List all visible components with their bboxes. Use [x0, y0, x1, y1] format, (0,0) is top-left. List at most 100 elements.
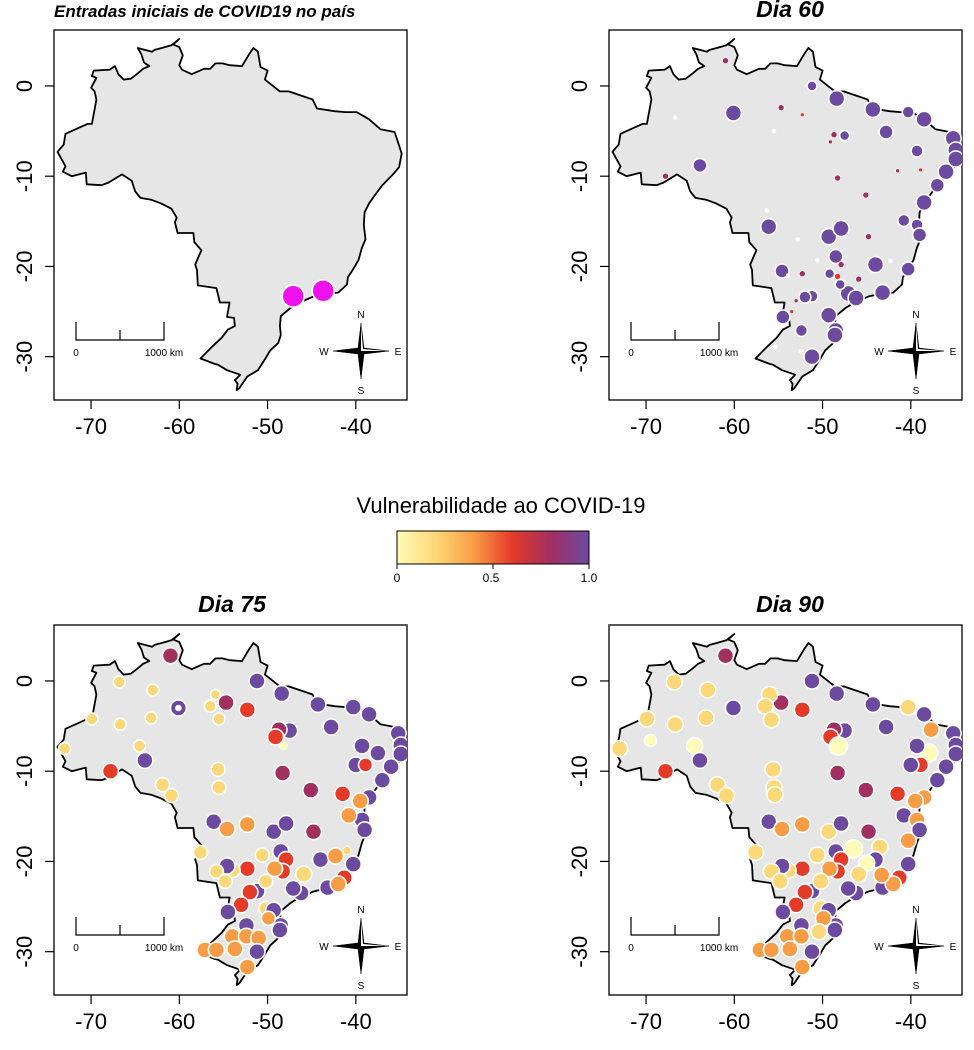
city-point — [947, 745, 962, 763]
city-point — [326, 847, 345, 865]
scale-bar: 0 1000 km — [73, 917, 183, 954]
x-tick-label: -60 — [163, 1009, 195, 1034]
city-point — [828, 139, 833, 145]
compass-label: E — [950, 942, 957, 953]
city-point — [785, 273, 791, 278]
city-point — [811, 872, 830, 891]
compass-label: N — [357, 905, 364, 916]
map-panel-dia-60: Dia 60 0 -10 -20 -30 -70 -60 -50 -40 0 1000 km N S E… — [567, 0, 963, 439]
brazil-outline — [56, 633, 403, 986]
x-tick-label: -40 — [340, 414, 372, 439]
scale-bar-zero: 0 — [73, 943, 79, 954]
city-point — [878, 124, 894, 140]
map-area — [56, 38, 403, 391]
panel-title: Dia 75 — [198, 591, 267, 617]
city-point — [827, 89, 846, 108]
city-point — [895, 168, 900, 174]
city-point — [369, 744, 387, 762]
city-point — [759, 812, 778, 831]
city-point — [238, 700, 257, 719]
north-arrow-icon: N S E W — [319, 905, 401, 992]
city-point — [773, 820, 791, 838]
city-point — [918, 167, 923, 173]
city-point — [342, 846, 352, 855]
city-point — [351, 792, 370, 810]
city-point — [819, 822, 838, 841]
city-point — [163, 787, 180, 804]
scale-bar-zero: 0 — [628, 348, 634, 359]
city-point — [322, 718, 340, 736]
city-point — [843, 838, 864, 859]
city-point — [212, 712, 226, 726]
city-point — [929, 177, 946, 193]
city-point — [685, 737, 704, 755]
map-panel-dia-75: Dia 75 0 -10 -20 -30 -70 -60 -50 -40 0 1000 km N S E… — [12, 591, 408, 1034]
city-point — [834, 278, 847, 291]
city-point — [896, 213, 911, 228]
city-point — [799, 112, 805, 118]
city-point — [795, 237, 801, 242]
city-point — [764, 208, 770, 213]
city-point — [826, 326, 844, 344]
city-point — [793, 815, 812, 834]
city-point — [85, 712, 99, 726]
city-point — [884, 875, 903, 893]
x-tick-label: -50 — [252, 414, 284, 439]
city-point — [849, 865, 868, 883]
city-point — [865, 233, 872, 240]
city-point — [279, 741, 288, 751]
compass-label: E — [950, 347, 957, 358]
city-point — [656, 762, 675, 781]
city-point — [311, 278, 336, 303]
city-point — [265, 859, 284, 878]
city-point — [847, 289, 865, 307]
city-point — [329, 875, 348, 893]
city-point — [697, 709, 715, 727]
city-point — [144, 711, 158, 725]
city-point — [192, 844, 209, 861]
city-point — [899, 831, 918, 850]
y-tick-label: 0 — [567, 80, 592, 92]
y-tick-label: -10 — [12, 160, 37, 192]
city-point — [798, 290, 812, 304]
north-arrow-icon: N S E W — [874, 310, 956, 397]
y-tick-label: -30 — [567, 341, 592, 373]
city-point — [937, 162, 955, 181]
city-point — [281, 284, 306, 309]
city-point — [832, 814, 850, 833]
brazil-outline — [56, 38, 403, 391]
scale-bar: 0 1000 km — [73, 322, 183, 359]
brazil-outline — [611, 38, 958, 391]
city-point — [908, 737, 926, 755]
scale-bar-line — [630, 322, 720, 341]
city-point — [830, 131, 838, 138]
legend-tick-label: 0 — [394, 571, 401, 585]
city-point — [773, 344, 779, 350]
city-point — [665, 673, 684, 691]
x-tick-label: -70 — [630, 414, 662, 439]
city-point — [257, 873, 274, 890]
city-point — [232, 895, 250, 914]
y-tick-label: 0 — [567, 675, 592, 687]
city-point — [112, 675, 127, 689]
city-point — [746, 843, 765, 862]
city-point — [698, 681, 717, 699]
scale-bar-line — [630, 917, 720, 936]
compass-label: W — [319, 942, 329, 953]
city-point — [872, 866, 891, 884]
city-point — [238, 815, 257, 834]
y-tick-label: -30 — [567, 936, 592, 968]
compass-label: N — [912, 905, 919, 916]
map-area — [610, 633, 962, 986]
city-point — [827, 684, 846, 703]
city-point — [798, 348, 803, 354]
city-point — [218, 820, 236, 838]
city-point — [672, 115, 678, 120]
scale-bar: 0 1000 km — [628, 917, 738, 954]
city-point — [717, 786, 736, 805]
compass-label: E — [395, 347, 402, 358]
scale-bar-end: 1000 km — [145, 943, 183, 954]
city-point — [724, 699, 743, 717]
map-panel-entradas: Entradas iniciais de COVID19 no país 0 -1… — [12, 2, 408, 439]
city-point — [793, 298, 799, 304]
